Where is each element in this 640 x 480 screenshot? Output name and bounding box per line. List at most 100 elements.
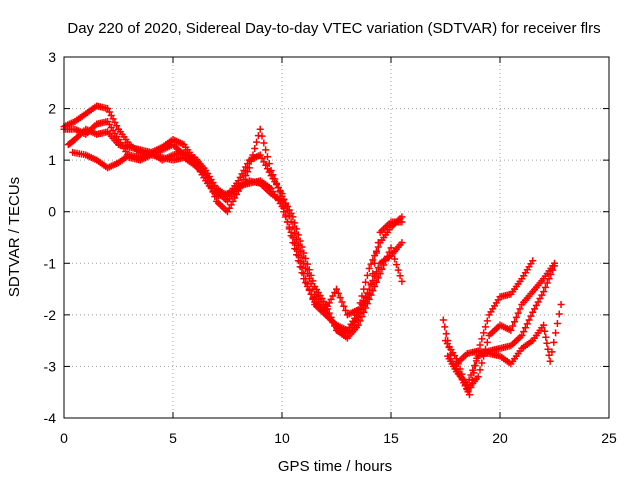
data-point (296, 263, 304, 271)
x-tick-label: 20 (492, 430, 508, 446)
x-tick-label: 5 (169, 430, 177, 446)
data-point (398, 277, 406, 285)
axis-ticks: 0 5 10 15 20 25 -4 -3 -2 -1 0 1 2 3 (44, 49, 617, 446)
data-point (442, 330, 450, 338)
data-point (555, 310, 563, 318)
data-point (552, 329, 560, 337)
x-tick-label: 10 (274, 430, 290, 446)
data-point (302, 264, 310, 272)
data-point (302, 255, 310, 263)
data-point (360, 302, 368, 310)
data-point (296, 237, 304, 245)
data-point (298, 269, 306, 277)
data-point (256, 125, 264, 133)
data-point (293, 251, 301, 259)
data-point (367, 260, 375, 268)
data-point (439, 316, 447, 324)
data-point (476, 341, 484, 349)
data-point (507, 326, 515, 334)
data-point (544, 345, 552, 353)
data-point (398, 239, 406, 247)
data-point (245, 164, 253, 172)
data-point (441, 323, 449, 331)
data-point (260, 139, 268, 147)
data-point (338, 298, 346, 306)
data-point (472, 357, 480, 365)
data-point (293, 225, 301, 233)
data-point (521, 324, 529, 332)
y-tick-label: -2 (44, 307, 57, 323)
data-point (300, 259, 308, 267)
data-point (463, 380, 471, 388)
data-marks (60, 102, 565, 399)
data-point (549, 266, 557, 274)
data-point (518, 331, 526, 339)
data-point (305, 286, 313, 294)
data-point (525, 316, 533, 324)
data-point (540, 321, 548, 329)
data-point (294, 241, 302, 249)
y-tick-label: 3 (48, 49, 56, 65)
data-point (249, 151, 257, 159)
y-axis-label: SDTVAR / TECUs (6, 177, 23, 297)
data-point (280, 204, 288, 212)
data-point (465, 391, 473, 399)
data-point (294, 231, 302, 239)
data-point (300, 249, 308, 257)
data-point (529, 257, 537, 265)
plot-frame (63, 56, 610, 419)
data-point (274, 184, 282, 192)
data-point (476, 366, 484, 374)
data-point (291, 219, 299, 227)
data-point (307, 290, 315, 298)
data-point (302, 279, 310, 287)
data-point (303, 282, 311, 290)
data-point (471, 362, 479, 370)
data-point (354, 313, 362, 321)
data-point (382, 257, 390, 265)
data-point (387, 244, 395, 252)
data-point (374, 264, 382, 272)
data-point (367, 280, 375, 288)
data-point (398, 218, 406, 226)
data-point (385, 248, 393, 256)
data-point (523, 320, 531, 328)
data-point (543, 339, 551, 347)
x-tick-label: 15 (383, 430, 399, 446)
data-point (340, 302, 348, 310)
series-6 (442, 259, 558, 394)
data-point (481, 323, 489, 331)
data-point (265, 160, 273, 168)
data-point (546, 357, 554, 365)
x-tick-label: 0 (60, 430, 68, 446)
data-point (371, 259, 379, 267)
data-point (369, 287, 377, 295)
y-tick-label: -1 (44, 255, 57, 271)
data-point (548, 348, 556, 356)
data-point (383, 252, 391, 260)
data-point (478, 359, 486, 367)
data-point (365, 290, 373, 298)
data-point (372, 249, 380, 257)
data-point (545, 275, 553, 283)
data-point (342, 307, 350, 315)
data-point (362, 278, 370, 286)
data-point (322, 301, 330, 309)
data-point (251, 145, 259, 153)
data-point (467, 371, 475, 379)
data-point (287, 232, 295, 240)
data-point (263, 153, 271, 161)
grid (64, 57, 609, 418)
data-point (378, 265, 386, 273)
data-point (356, 310, 364, 318)
data-point (336, 294, 344, 302)
data-point (291, 229, 299, 237)
series-8 (452, 301, 565, 368)
data-point (365, 264, 373, 272)
data-point (540, 288, 548, 296)
data-point (553, 319, 561, 327)
data-point (289, 239, 297, 247)
data-point (362, 298, 370, 306)
data-point (465, 376, 473, 384)
